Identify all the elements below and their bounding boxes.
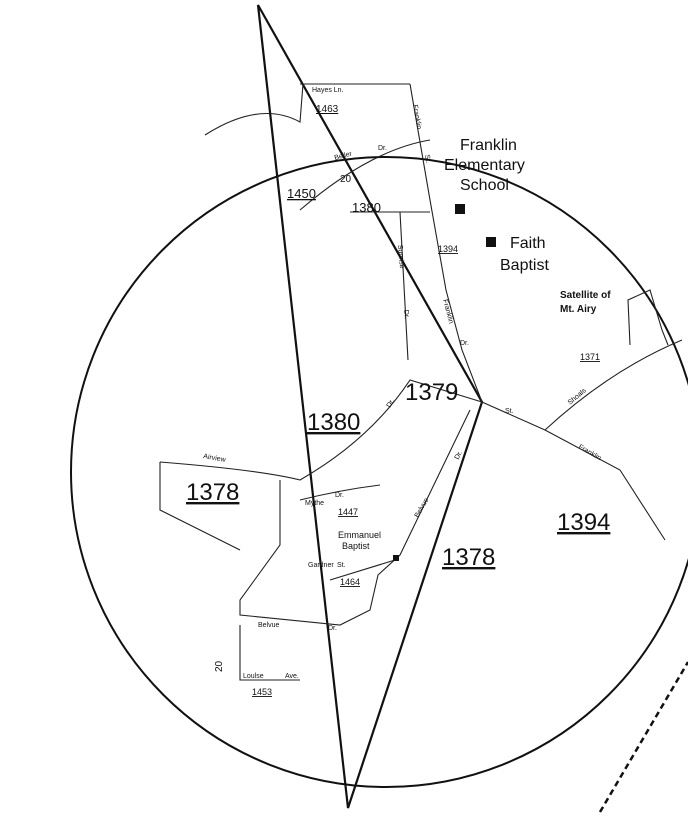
- street-label: Dr.: [378, 145, 387, 152]
- place-label: Mt. Airy: [560, 304, 597, 315]
- sector-triangle: [258, 5, 482, 808]
- parcel-label: 1447: [338, 507, 358, 517]
- place-label: Emmanuel: [338, 530, 381, 540]
- parcel-label: 1371: [580, 352, 600, 362]
- street-labels: Hayes Ln. Beller Dr. 20 Franklin St. Sun…: [203, 87, 603, 680]
- street-label: Franklin: [411, 104, 422, 130]
- street-label: Ave.: [285, 673, 299, 680]
- street-label: Sunrise: [396, 245, 405, 269]
- street-label: 20: [340, 174, 352, 185]
- street-label: Hayes Ln.: [312, 87, 344, 94]
- street-label: Mythe: [305, 500, 324, 507]
- place-label: Baptist: [500, 257, 549, 274]
- street-label: Dr.: [460, 340, 469, 347]
- street-label: Franklin: [577, 444, 602, 463]
- church-icon: [393, 555, 399, 561]
- church-icon: [486, 237, 496, 247]
- street-label: Belvue: [258, 622, 280, 629]
- street-label: Dr.: [386, 398, 397, 409]
- building-icon: [455, 204, 465, 214]
- street-label: Airview: [203, 453, 227, 464]
- place-label: School: [460, 177, 509, 194]
- street-label: St.: [505, 408, 514, 415]
- street-label: Dr.: [335, 492, 344, 499]
- parcel-label: 1450: [287, 186, 316, 201]
- street-label: 20: [214, 660, 225, 672]
- place-label: Faith: [510, 235, 546, 252]
- road: [410, 84, 482, 402]
- parcel-labels: 1463 1450 1380 1394 1371 1380 1379 1378 …: [186, 104, 610, 697]
- street-label: St.: [423, 154, 431, 164]
- place-label: Franklin: [460, 137, 517, 154]
- view-circle: [71, 157, 688, 787]
- street-label: Gardner: [308, 562, 334, 569]
- street-label: Franklin: [441, 299, 454, 325]
- parcel-label: 1379: [405, 379, 458, 406]
- street-label: Loulse: [243, 673, 264, 680]
- parcel-label: 1378: [186, 479, 239, 506]
- parcel-label: 1463: [316, 104, 339, 115]
- parcel-label: 1394: [557, 509, 610, 536]
- parcel-label: 1380: [352, 200, 381, 215]
- street-label: Belvue: [414, 497, 431, 519]
- place-label: Satellite of: [560, 290, 611, 301]
- place-label: Baptist: [342, 541, 370, 551]
- boundary-dashed: [600, 662, 688, 812]
- parcel-label: 1453: [252, 687, 272, 697]
- place-label: Elementary: [444, 157, 525, 174]
- road: [240, 625, 300, 680]
- street-label: St.: [337, 562, 346, 569]
- street-label: Dr.: [402, 310, 410, 320]
- parcel-label: 1378: [442, 544, 495, 571]
- street-label: Dr.: [328, 625, 337, 632]
- map: 1463 1450 1380 1394 1371 1380 1379 1378 …: [0, 0, 688, 817]
- parcel-label: 1394: [438, 244, 458, 254]
- parcel-label: 1464: [340, 577, 360, 587]
- parcel-label: 1380: [307, 409, 360, 436]
- road: [350, 212, 430, 360]
